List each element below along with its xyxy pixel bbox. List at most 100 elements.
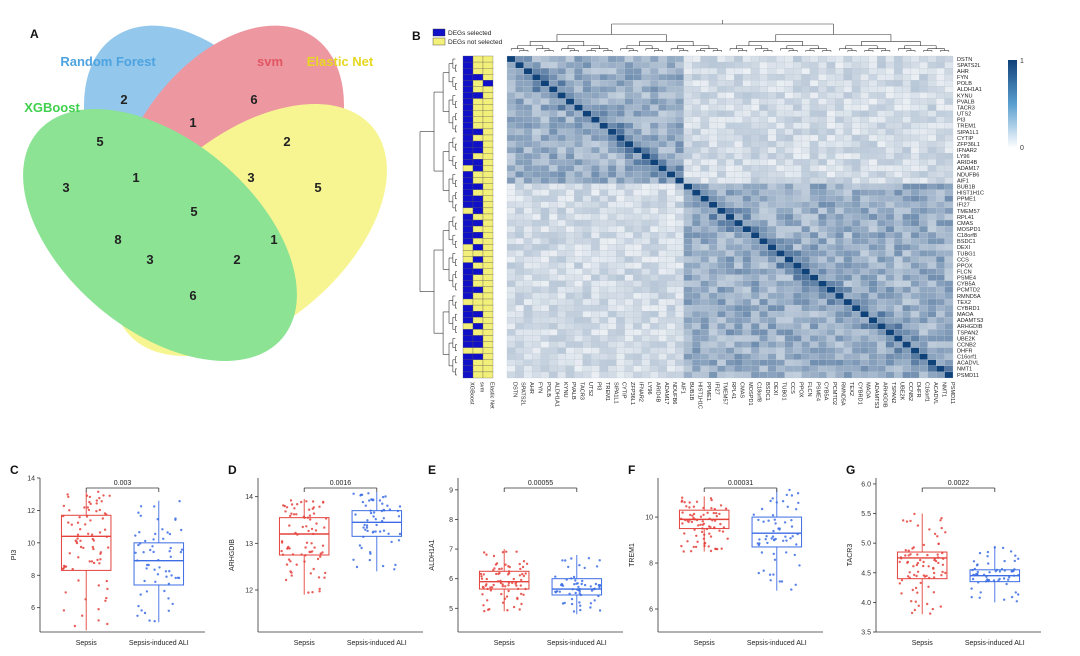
- heatmap-cell: [641, 304, 651, 312]
- heatmap-cell: [809, 232, 819, 239]
- annotation-cell: [482, 98, 494, 105]
- heatmap-cell: [607, 140, 617, 148]
- heatmap-cell: [700, 353, 710, 360]
- heatmap-cell: [607, 153, 617, 160]
- heatmap-cell: [893, 286, 903, 294]
- heatmap-cell: [885, 304, 895, 312]
- heatmap-cell: [725, 365, 735, 373]
- heatmap-cell: [767, 207, 777, 215]
- heatmap-cell: [700, 335, 710, 342]
- heatmap-cell: [885, 147, 895, 154]
- heatmap-cell: [826, 207, 836, 215]
- annotation-cell: [472, 213, 484, 221]
- data-point: [589, 585, 592, 588]
- heatmap-cell: [532, 274, 541, 281]
- data-point: [515, 584, 518, 587]
- heatmap-cell: [776, 311, 785, 318]
- heatmap-cell: [801, 134, 811, 142]
- heatmap-cell: [742, 80, 752, 87]
- heatmap-cell: [700, 347, 710, 354]
- heatmap-cell: [742, 292, 752, 300]
- heatmap-cell: [708, 365, 718, 373]
- heatmap-cell: [599, 183, 609, 190]
- heatmap-cell: [860, 365, 869, 373]
- data-point: [703, 542, 706, 545]
- heatmap-cell: [532, 86, 541, 93]
- gene-column-label: TEX2: [848, 382, 854, 396]
- heatmap-cell: [851, 165, 861, 172]
- heatmap-cell: [767, 268, 777, 275]
- heatmap-cell: [893, 98, 903, 105]
- method-labels: XGBoost svm Elastic Net: [469, 382, 495, 409]
- x-tick-label: Sepsis-induced ALI: [547, 640, 607, 647]
- data-point: [360, 546, 363, 550]
- heatmap-cell: [717, 104, 726, 111]
- heatmap-cell: [692, 92, 701, 99]
- heatmap-cell: [893, 238, 903, 245]
- heatmap-cell: [826, 177, 836, 184]
- data-point: [713, 526, 716, 529]
- heatmap-cell: [607, 329, 617, 336]
- heatmap-cell: [893, 256, 903, 263]
- heatmap-cell: [759, 110, 768, 117]
- heatmap-cell: [885, 298, 895, 306]
- gene-column-label: ADAM17: [663, 382, 669, 404]
- data-point: [104, 599, 107, 602]
- heatmap-cell: [809, 304, 819, 312]
- data-point: [1012, 569, 1015, 573]
- heatmap-cell: [860, 74, 869, 81]
- heatmap-cell: [532, 292, 541, 300]
- heatmap-cell: [675, 153, 684, 160]
- heatmap-cell: [767, 68, 777, 75]
- heatmap-cell: [809, 262, 819, 269]
- heatmap-cell: [532, 165, 541, 172]
- heatmap-cell: [910, 219, 920, 227]
- data-point: [1012, 574, 1016, 577]
- heatmap-cell: [557, 110, 567, 117]
- heatmap-cell: [565, 147, 575, 154]
- data-point: [324, 571, 327, 575]
- heatmap-cell: [532, 213, 541, 221]
- heatmap-cell: [641, 116, 651, 123]
- heatmap-cell: [708, 311, 718, 318]
- heatmap-cell: [868, 274, 878, 281]
- gene-row-label: BUB1B: [957, 184, 976, 190]
- heatmap-cell: [506, 61, 516, 69]
- heatmap-cell: [582, 116, 592, 123]
- heatmap-cell: [607, 250, 617, 257]
- gene-column-label: CYTIP: [621, 382, 627, 399]
- heatmap-cell: [818, 122, 827, 130]
- annotation-cell: [462, 171, 474, 178]
- heatmap-cell: [649, 232, 659, 239]
- heatmap-cell: [818, 219, 827, 227]
- heatmap-cell: [826, 244, 836, 251]
- data-point: [692, 545, 695, 549]
- heatmap-cell: [683, 110, 693, 117]
- heatmap-cell: [540, 98, 550, 105]
- heatmap-cell: [868, 74, 878, 81]
- heatmap-cell: [767, 110, 777, 117]
- heatmap-cell: [523, 189, 533, 196]
- data-point: [77, 556, 80, 559]
- heatmap-cell: [523, 207, 533, 215]
- heatmap-cell: [675, 238, 684, 245]
- heatmap-cell: [809, 280, 819, 287]
- heatmap-cell: [885, 286, 895, 294]
- annotation-cell: [462, 61, 474, 69]
- heatmap-cell: [868, 207, 878, 215]
- heatmap-cell: [633, 244, 642, 251]
- data-point: [1015, 600, 1018, 603]
- heatmap-cell: [548, 189, 558, 196]
- heatmap-cell: [792, 159, 802, 166]
- heatmap-cell: [725, 268, 735, 275]
- heatmap-cell: [599, 61, 609, 69]
- heatmap-cell: [893, 371, 903, 379]
- heatmap-cell: [591, 195, 600, 202]
- heatmap-cell: [599, 311, 609, 318]
- heatmap-cell: [767, 335, 777, 342]
- heatmap-cell: [877, 128, 886, 136]
- data-point: [1002, 577, 1006, 580]
- heatmap-cell: [523, 250, 533, 257]
- heatmap-cell: [742, 61, 752, 69]
